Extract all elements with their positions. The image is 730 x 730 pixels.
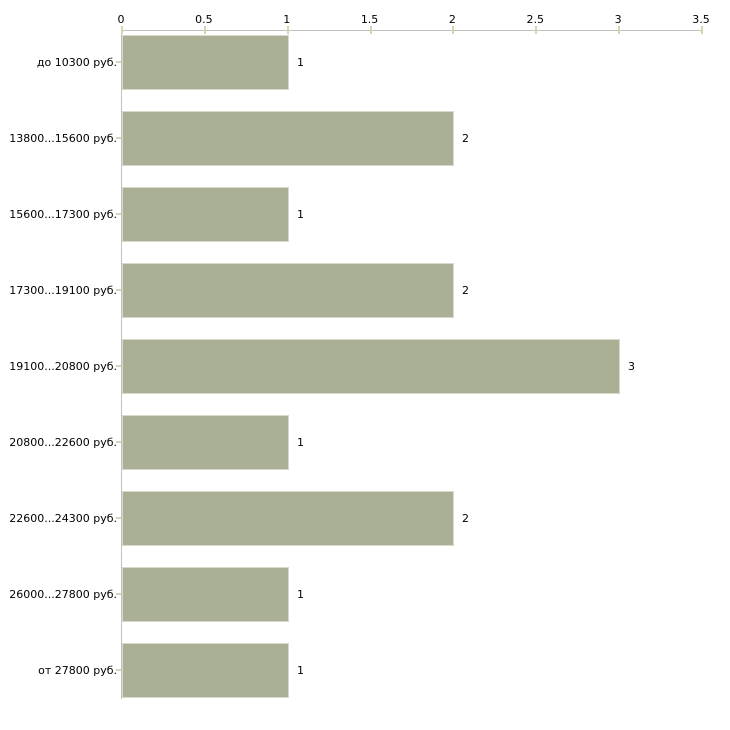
x-axis-tick-label: 0 — [117, 13, 125, 26]
x-axis-tick-label: 1 — [283, 13, 291, 26]
category-label: 17300...19100 руб. — [9, 284, 117, 297]
y-axis-tick — [116, 669, 121, 671]
x-axis-tick — [286, 26, 289, 34]
bar-value-label: 3 — [628, 360, 635, 373]
x-axis-tick — [618, 26, 621, 34]
y-axis-tick — [116, 213, 121, 215]
bar — [122, 491, 454, 546]
y-axis-tick — [116, 289, 121, 291]
category-label: 26000...27800 руб. — [9, 588, 117, 601]
bar — [122, 339, 620, 394]
bar — [122, 35, 289, 90]
category-label: 15600...17300 руб. — [9, 208, 117, 221]
y-axis-tick — [116, 441, 121, 443]
bar-value-label: 2 — [462, 512, 469, 525]
bar-value-label: 1 — [297, 436, 304, 449]
bar — [122, 643, 289, 698]
bar-value-label: 1 — [297, 588, 304, 601]
x-axis-tick-label: 0.5 — [195, 13, 213, 26]
y-axis-tick — [116, 365, 121, 367]
bar-value-label: 1 — [297, 208, 304, 221]
bar — [122, 187, 289, 242]
category-label: 22600...24300 руб. — [9, 512, 117, 525]
x-axis-tick-label: 2.5 — [526, 13, 545, 26]
category-label: 13800...15600 руб. — [9, 132, 117, 145]
y-axis-tick — [116, 137, 121, 139]
bar-value-label: 1 — [297, 56, 304, 69]
bar-value-label: 1 — [297, 664, 304, 677]
bar — [122, 111, 454, 166]
bar — [122, 415, 289, 470]
bar — [122, 567, 289, 622]
x-axis-tick-label: 1.5 — [360, 13, 379, 26]
x-axis-tick-label: 3.5 — [692, 13, 710, 26]
category-label: 19100...20800 руб. — [9, 360, 117, 373]
y-axis-tick — [116, 61, 121, 63]
x-axis-tick — [701, 26, 703, 34]
y-axis-tick — [116, 593, 121, 595]
x-axis-tick — [121, 26, 123, 34]
x-axis-tick-label: 2 — [448, 13, 456, 26]
category-label: до 10300 руб. — [36, 56, 117, 69]
bar-value-label: 2 — [462, 132, 469, 145]
x-axis-tick-label: 3 — [614, 13, 622, 26]
bar — [122, 263, 454, 318]
x-axis-tick — [369, 26, 372, 34]
x-axis-tick — [535, 26, 538, 34]
bar-value-label: 2 — [462, 284, 469, 297]
y-axis-tick — [116, 517, 121, 519]
plot-area: 1 2 1 2 3 1 2 1 1 — [121, 26, 703, 699]
x-axis-tick — [203, 26, 206, 34]
x-axis-tick — [452, 26, 455, 34]
category-label: от 27800 руб. — [38, 664, 117, 677]
category-label: 20800...22600 руб. — [9, 436, 117, 449]
